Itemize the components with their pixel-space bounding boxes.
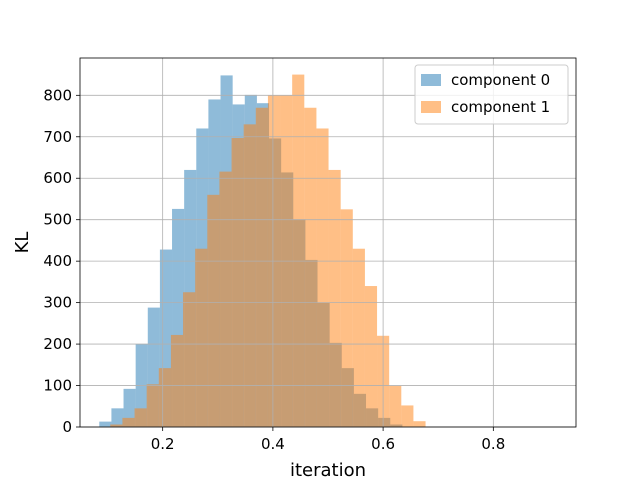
y-tick-label-8: 800 [43,86,72,104]
y-tick-label-1: 100 [43,377,72,395]
bar-component-1-7 [195,248,208,427]
bar-component-1-9 [219,171,232,427]
x-tick-label-0: 0.2 [151,435,175,453]
bar-component-1-20 [352,248,365,427]
x-axis-label: iteration [290,460,366,480]
plot-frame [79,57,577,428]
legend-swatch-component-0 [421,74,441,86]
bar-component-0-1 [111,408,124,427]
legend-label-component-1: component 1 [451,98,550,116]
bar-component-1-19 [340,209,353,427]
y-tick-label-3: 300 [43,294,72,312]
y-tick-label-5: 500 [43,211,72,229]
x-tick-label-1: 0.4 [261,435,285,453]
bar-component-0-0 [99,421,112,427]
bar-component-1-21 [364,286,378,427]
x-tick-label-3: 0.8 [481,435,505,453]
bar-component-1-25 [413,421,426,427]
bar-component-1-4 [158,368,171,427]
bar-component-1-2 [134,408,147,427]
ticks-layer: 0.2 0.4 0.6 0.8 0 100 200 300 400 500 600 700 800 [43,86,505,453]
bar-component-1-16 [304,107,317,427]
bar-component-1-5 [170,334,184,427]
y-tick-label-7: 700 [43,128,72,146]
legend-box [414,64,569,125]
legend: component 0 component 1 [414,64,569,125]
bar-component-1-10 [231,138,244,427]
legend-swatch-component-1 [421,101,441,113]
bar-component-1-24 [401,405,414,427]
bar-component-1-12 [255,107,268,427]
bar-component-1-8 [207,194,220,427]
bar-component-0-2 [123,388,136,427]
y-axis-label: KL [12,232,33,254]
bar-component-1-18 [328,169,341,427]
y-tick-label-6: 600 [43,169,72,187]
y-tick-label-2: 200 [43,335,72,353]
bar-component-1-6 [183,292,196,427]
y-tick-label-4: 400 [43,252,72,270]
bar-component-1-23 [389,385,402,427]
x-tick-label-2: 0.6 [371,435,395,453]
bar-component-1-15 [292,74,305,428]
bar-component-1-1 [122,417,135,427]
legend-label-component-0: component 0 [451,71,550,89]
bar-component-1-11 [243,124,256,427]
y-tick-label-0: 0 [62,418,72,436]
bar-component-1-3 [146,384,159,427]
bar-component-1-0 [110,424,123,427]
bar-component-1-17 [316,128,329,427]
